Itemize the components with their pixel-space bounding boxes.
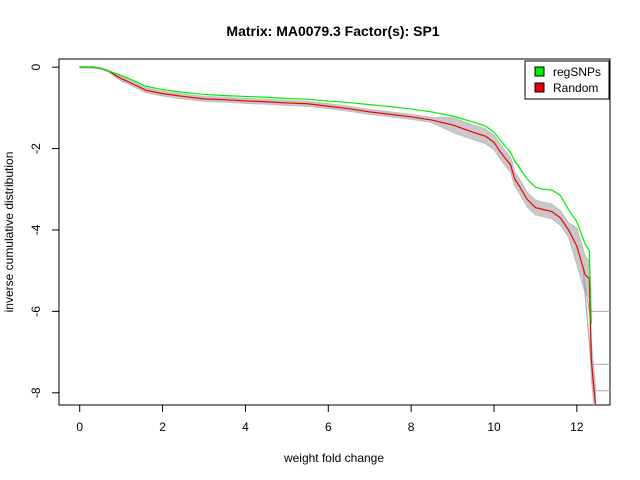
legend-swatch-random: [534, 82, 545, 93]
series-line-random: [79, 66, 597, 405]
x-tick-label: 10: [487, 420, 501, 434]
series-line-regsnps: [79, 66, 592, 324]
x-axis-label: weight fold change: [283, 451, 384, 465]
y-tick-label: -2: [29, 143, 43, 154]
y-tick-label: -8: [29, 387, 43, 398]
x-tick-label: 12: [570, 420, 584, 434]
legend: regSNPs Random: [524, 60, 610, 100]
legend-label-random: Random: [553, 81, 598, 95]
chart-title: Matrix: MA0079.3 Factor(s): SP1: [226, 23, 439, 39]
series-group: [79, 66, 597, 405]
random-envelope-band: [79, 65, 596, 405]
x-axis: 0 2 4 6 8 10 12: [76, 404, 584, 434]
legend-swatch-regsnps: [534, 66, 545, 77]
y-axis-label: inverse cumulative distribution: [2, 152, 16, 313]
plot-area-frame: [58, 58, 611, 406]
y-tick-label: -4: [29, 224, 43, 235]
x-tick-label: 0: [76, 420, 83, 434]
random-envelope-group: [79, 65, 610, 405]
x-tick-label: 2: [159, 420, 166, 434]
y-tick-label: -6: [29, 306, 43, 317]
random-resample-line: [582, 270, 610, 392]
random-resample-line: [582, 270, 610, 312]
x-tick-label: 4: [242, 420, 249, 434]
legend-label-regsnps: regSNPs: [553, 65, 601, 79]
x-tick-label: 6: [325, 420, 332, 434]
x-tick-label: 8: [408, 420, 415, 434]
y-axis: 0 -2 -4 -6 -8: [29, 63, 60, 398]
y-tick-label: 0: [29, 63, 43, 70]
